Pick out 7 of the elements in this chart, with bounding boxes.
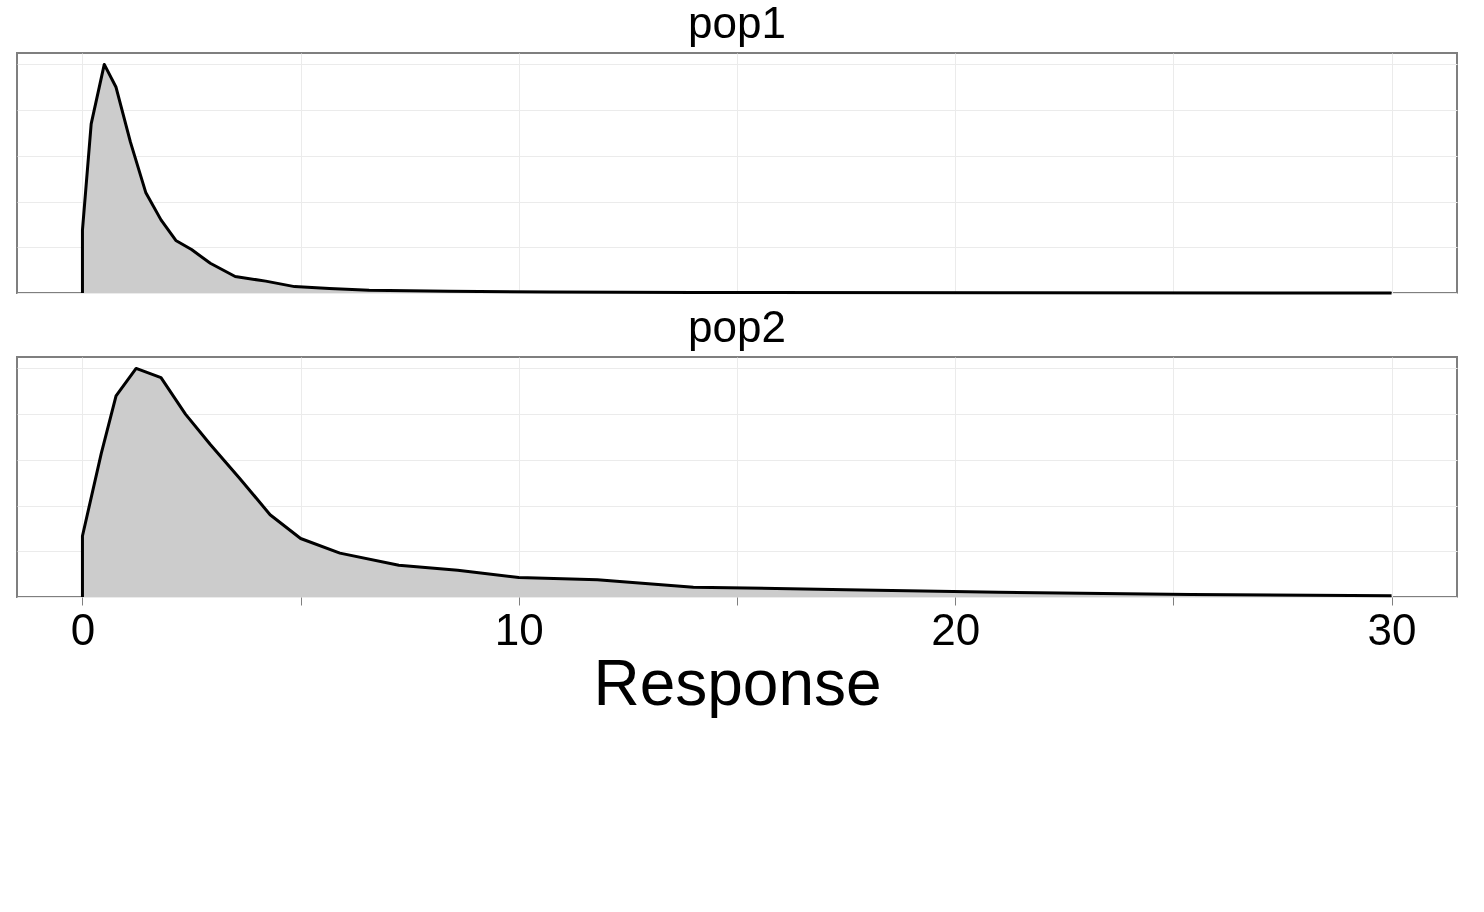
chart-title: pop1 (688, 0, 786, 47)
x-tick-label: 30 (1367, 604, 1417, 654)
x-tick-label: 10 (494, 604, 544, 654)
x-tick-label: 0 (70, 604, 96, 654)
x-tick-label: 20 (931, 604, 981, 654)
x-axis-title: Response (593, 646, 882, 719)
chart-title: pop2 (688, 302, 786, 351)
